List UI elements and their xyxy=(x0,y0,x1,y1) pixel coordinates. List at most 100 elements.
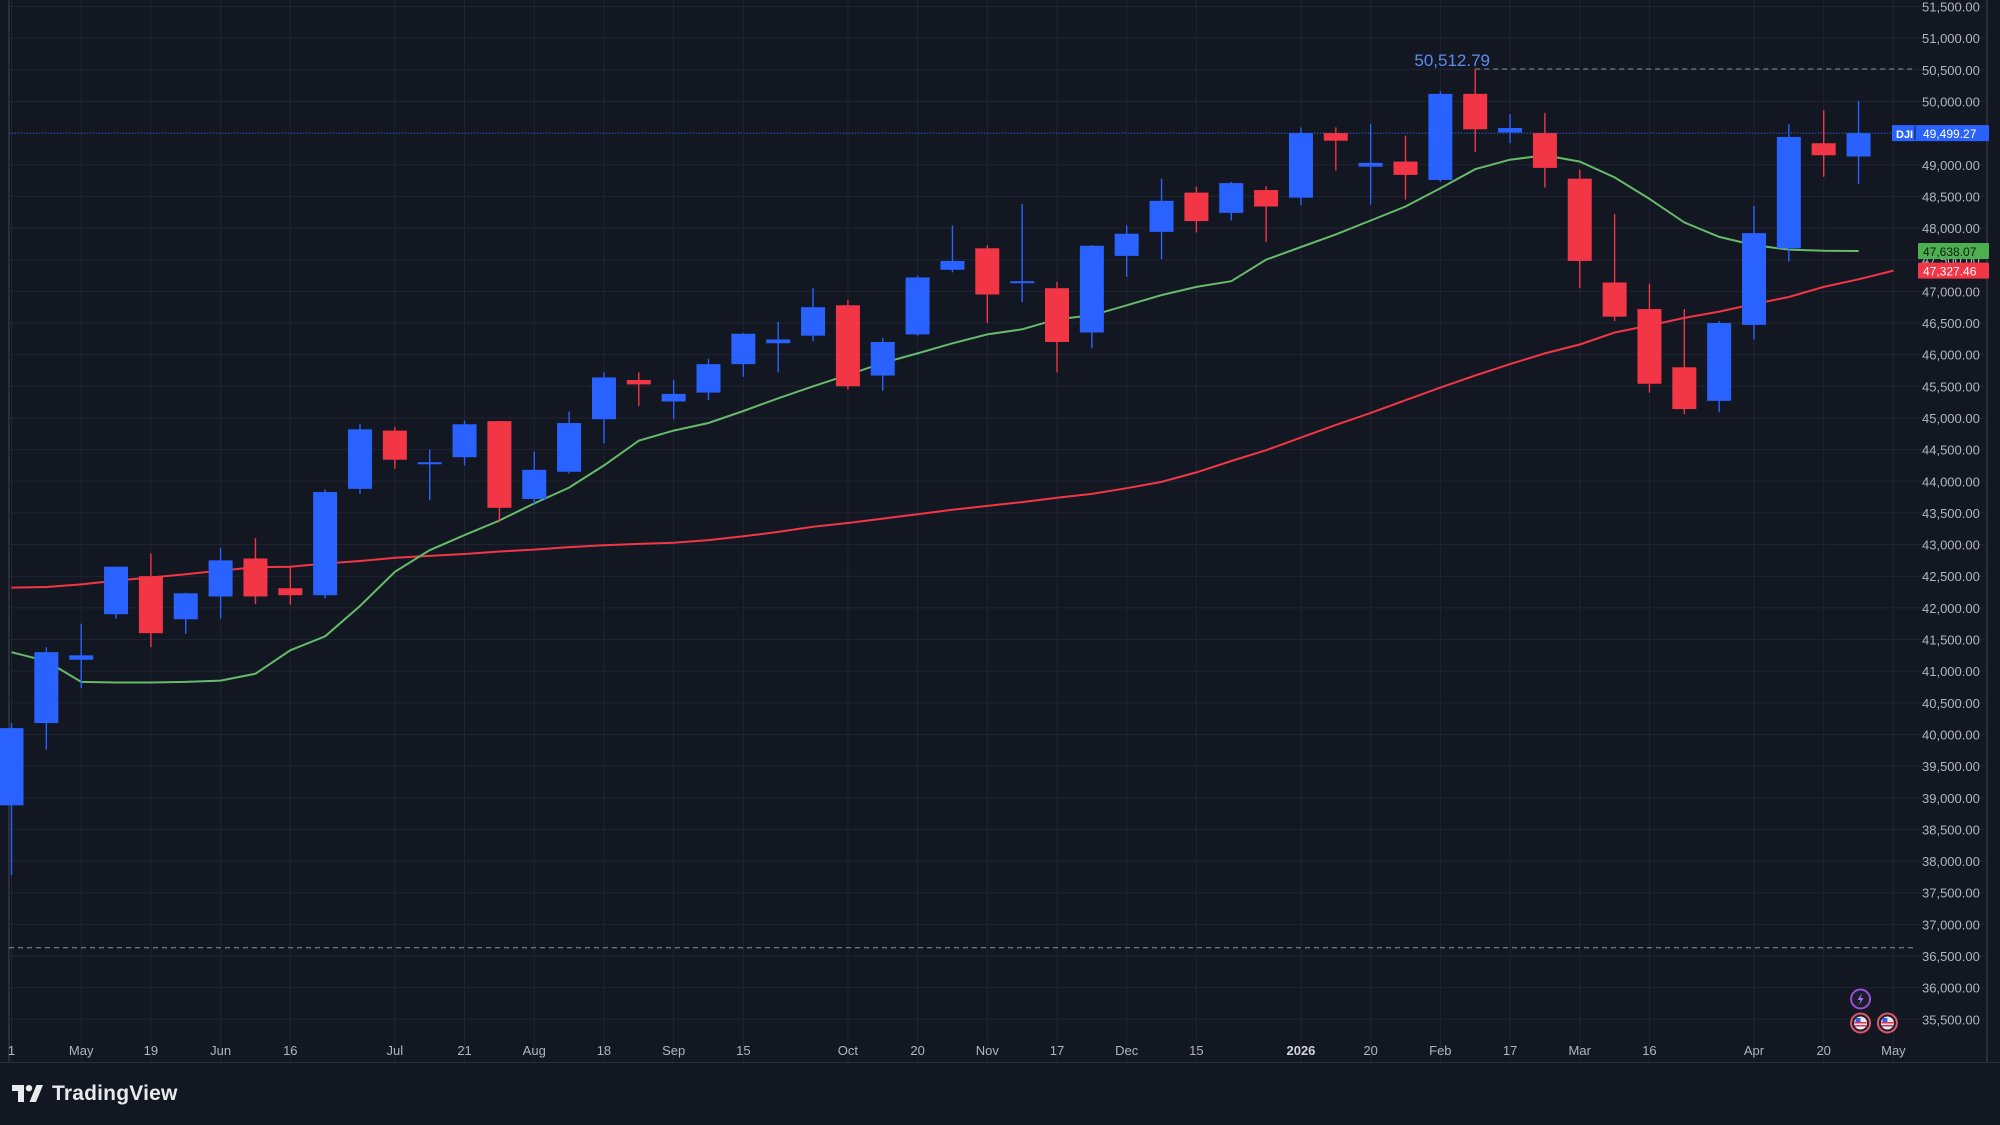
us-flag-event-icon[interactable] xyxy=(1850,1012,1872,1034)
candle-body[interactable] xyxy=(1567,178,1592,261)
candle-down[interactable] xyxy=(1254,186,1279,242)
candle-up[interactable] xyxy=(1498,114,1523,144)
candle-down[interactable] xyxy=(1184,186,1209,233)
candle-up[interactable] xyxy=(1149,178,1174,260)
candle-up[interactable] xyxy=(313,489,338,599)
candle-down[interactable] xyxy=(626,372,651,406)
candle-body[interactable] xyxy=(1323,133,1348,141)
candle-body[interactable] xyxy=(1114,233,1139,256)
dividend-lightning-icon[interactable] xyxy=(1850,988,1872,1010)
candle-body[interactable] xyxy=(243,558,268,597)
event-markers[interactable] xyxy=(1850,988,1898,1034)
candle-down[interactable] xyxy=(1323,127,1348,171)
candle-up[interactable] xyxy=(870,338,895,391)
candle-body[interactable] xyxy=(278,588,303,596)
candle-body[interactable] xyxy=(1219,183,1244,213)
candle-body[interactable] xyxy=(1184,192,1209,222)
candle-body[interactable] xyxy=(487,421,512,508)
candle-body[interactable] xyxy=(173,593,198,620)
candle-up[interactable] xyxy=(69,623,94,689)
candle-up[interactable] xyxy=(1079,245,1104,349)
candle-up[interactable] xyxy=(417,449,442,501)
candle-body[interactable] xyxy=(1742,233,1766,325)
candle-body[interactable] xyxy=(1045,288,1069,342)
candle-body[interactable] xyxy=(1846,133,1871,157)
candle-body[interactable] xyxy=(1776,136,1801,249)
candle-body[interactable] xyxy=(138,576,163,634)
candle-body[interactable] xyxy=(1637,309,1662,384)
candle-body[interactable] xyxy=(661,393,686,402)
candle-down[interactable] xyxy=(1045,281,1069,373)
candle-up[interactable] xyxy=(801,288,826,342)
time-axis[interactable]: 1 May 19 Jun 16 Jul 21 Aug 18 Sep 15 Oct 20 Nov 17 Dec 1… xyxy=(8,1043,1906,1058)
candle-body[interactable] xyxy=(1393,161,1418,175)
candle-up[interactable] xyxy=(766,321,791,373)
candle-body[interactable] xyxy=(1463,93,1488,130)
candle-up[interactable] xyxy=(1742,205,1766,340)
candle-up[interactable] xyxy=(1428,91,1453,182)
candles[interactable] xyxy=(0,68,1871,875)
candle-body[interactable] xyxy=(626,379,651,385)
candle-up[interactable] xyxy=(452,420,477,466)
candle-up[interactable] xyxy=(696,359,721,401)
candle-up[interactable] xyxy=(1219,181,1244,221)
candle-up[interactable] xyxy=(0,723,24,875)
candle-up[interactable] xyxy=(661,379,686,420)
candle-body[interactable] xyxy=(975,248,1000,295)
candle-down[interactable] xyxy=(278,567,303,605)
candle-body[interactable] xyxy=(1149,200,1174,232)
candle-up[interactable] xyxy=(1707,321,1732,413)
candle-up[interactable] xyxy=(557,411,582,474)
candle-down[interactable] xyxy=(1602,214,1627,322)
candle-body[interactable] xyxy=(1010,281,1035,284)
candle-body[interactable] xyxy=(348,429,372,489)
candle-body[interactable] xyxy=(557,423,582,472)
candle-body[interactable] xyxy=(313,492,338,596)
candle-body[interactable] xyxy=(696,364,721,393)
candle-body[interactable] xyxy=(452,424,477,458)
candle-up[interactable] xyxy=(1010,203,1035,303)
candle-body[interactable] xyxy=(591,377,616,420)
candle-body[interactable] xyxy=(1498,128,1523,133)
candle-body[interactable] xyxy=(34,652,59,724)
candle-body[interactable] xyxy=(1532,133,1557,168)
candle-down[interactable] xyxy=(1463,68,1488,153)
candle-up[interactable] xyxy=(731,333,756,377)
candle-body[interactable] xyxy=(766,339,791,344)
candle-body[interactable] xyxy=(1811,143,1836,156)
price-chart[interactable]: 35,500.00 36,000.00 36,500.00 37,000.00 37,5… xyxy=(0,0,2000,1063)
candle-down[interactable] xyxy=(835,300,860,390)
candle-body[interactable] xyxy=(1288,133,1313,198)
candle-body[interactable] xyxy=(1254,190,1279,207)
price-axis[interactable]: 35,500.00 36,000.00 36,500.00 37,000.00 37,5… xyxy=(1922,0,1980,1027)
candle-down[interactable] xyxy=(1532,112,1557,188)
candle-down[interactable] xyxy=(1393,135,1418,200)
candle-up[interactable] xyxy=(1776,124,1801,262)
candle-body[interactable] xyxy=(0,728,24,806)
candle-body[interactable] xyxy=(940,260,965,270)
candle-body[interactable] xyxy=(1079,245,1104,333)
candle-down[interactable] xyxy=(1567,169,1592,289)
candle-up[interactable] xyxy=(940,225,965,273)
candle-down[interactable] xyxy=(1637,283,1662,393)
us-flag-event-icon[interactable] xyxy=(1876,1012,1898,1034)
candle-body[interactable] xyxy=(801,307,826,336)
candle-up[interactable] xyxy=(34,647,59,750)
candle-up[interactable] xyxy=(591,372,616,444)
candle-up[interactable] xyxy=(1846,100,1871,184)
candle-body[interactable] xyxy=(905,277,930,335)
candle-up[interactable] xyxy=(1288,127,1313,206)
candle-body[interactable] xyxy=(1358,162,1383,167)
candle-down[interactable] xyxy=(1672,309,1697,415)
candle-down[interactable] xyxy=(138,553,163,648)
candle-up[interactable] xyxy=(104,566,129,619)
candle-down[interactable] xyxy=(243,538,268,605)
candle-body[interactable] xyxy=(69,655,94,660)
candle-body[interactable] xyxy=(835,305,860,387)
candle-up[interactable] xyxy=(1114,225,1139,277)
candle-body[interactable] xyxy=(208,560,233,597)
candle-down[interactable] xyxy=(382,426,407,469)
candle-body[interactable] xyxy=(870,341,895,376)
candle-body[interactable] xyxy=(417,462,442,465)
candle-up[interactable] xyxy=(1358,124,1383,205)
